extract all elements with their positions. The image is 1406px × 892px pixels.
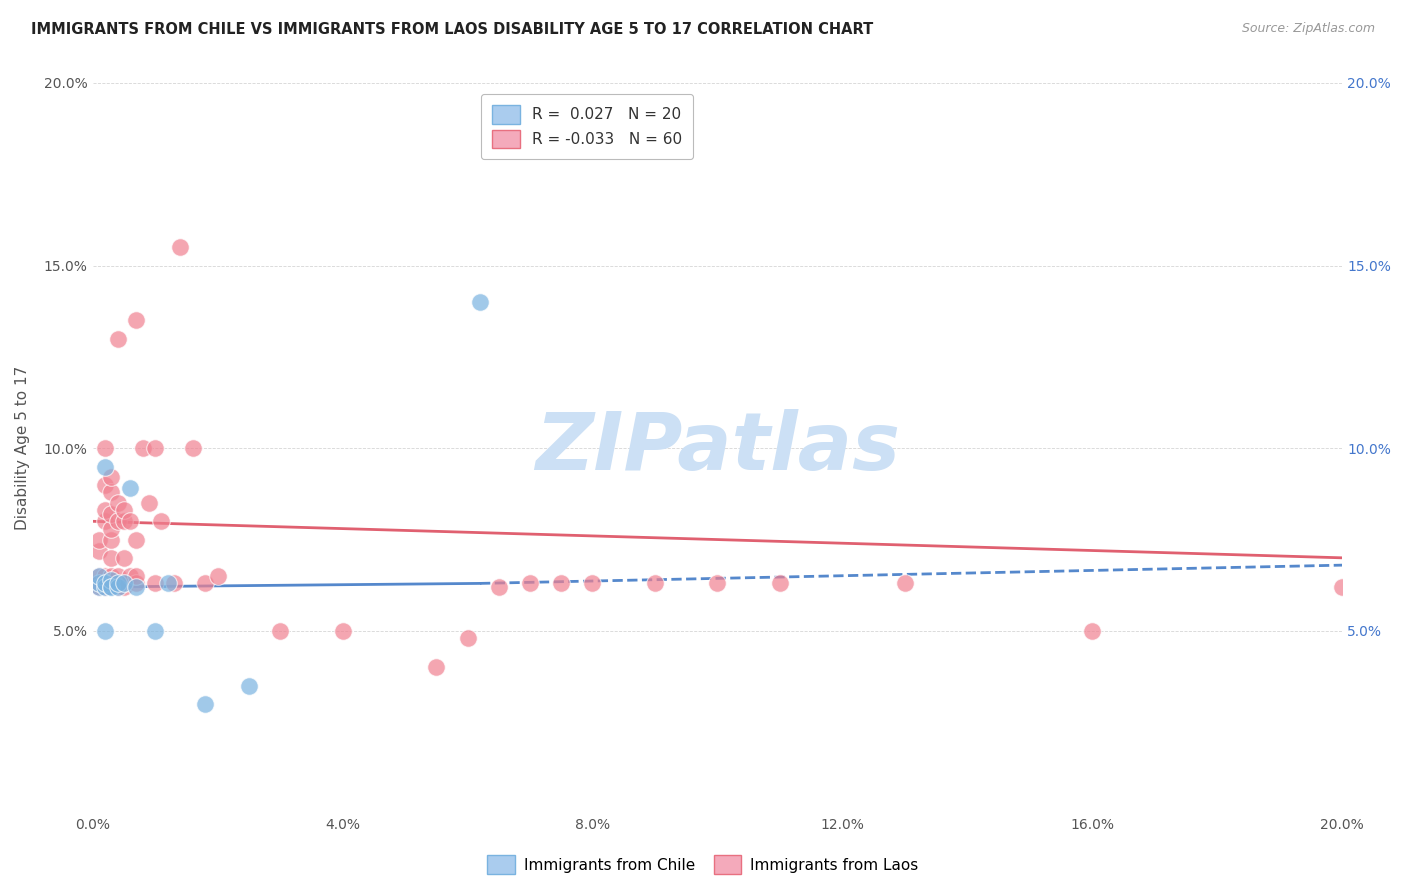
Point	[107, 332, 129, 346]
Point	[120, 569, 142, 583]
Point	[107, 496, 129, 510]
Point	[112, 576, 135, 591]
Point	[581, 576, 603, 591]
Point	[1331, 580, 1354, 594]
Point	[125, 533, 148, 547]
Legend: R =  0.027   N = 20, R = -0.033   N = 60: R = 0.027 N = 20, R = -0.033 N = 60	[481, 95, 693, 159]
Point	[94, 624, 117, 638]
Point	[100, 569, 122, 583]
Point	[100, 550, 122, 565]
Point	[706, 576, 728, 591]
Point	[112, 580, 135, 594]
Text: Source: ZipAtlas.com: Source: ZipAtlas.com	[1241, 22, 1375, 36]
Point	[100, 576, 122, 591]
Point	[112, 576, 135, 591]
Point	[156, 576, 179, 591]
Point	[94, 576, 117, 591]
Point	[87, 576, 110, 591]
Point	[207, 569, 229, 583]
Point	[138, 496, 160, 510]
Point	[100, 485, 122, 500]
Point	[94, 477, 117, 491]
Point	[112, 550, 135, 565]
Point	[94, 569, 117, 583]
Point	[143, 576, 166, 591]
Point	[107, 580, 129, 594]
Point	[87, 569, 110, 583]
Point	[468, 295, 491, 310]
Point	[87, 569, 110, 583]
Point	[120, 514, 142, 528]
Point	[87, 580, 110, 594]
Point	[181, 442, 204, 456]
Y-axis label: Disability Age 5 to 17: Disability Age 5 to 17	[15, 366, 30, 531]
Point	[120, 482, 142, 496]
Point	[100, 522, 122, 536]
Legend: Immigrants from Chile, Immigrants from Laos: Immigrants from Chile, Immigrants from L…	[481, 849, 925, 880]
Point	[125, 313, 148, 327]
Point	[94, 442, 117, 456]
Point	[94, 580, 117, 594]
Point	[1081, 624, 1104, 638]
Point	[143, 442, 166, 456]
Point	[150, 514, 173, 528]
Point	[194, 697, 217, 711]
Point	[644, 576, 666, 591]
Point	[131, 442, 153, 456]
Point	[94, 514, 117, 528]
Point	[107, 514, 129, 528]
Point	[125, 580, 148, 594]
Point	[100, 470, 122, 484]
Point	[550, 576, 572, 591]
Point	[100, 533, 122, 547]
Point	[107, 576, 129, 591]
Point	[769, 576, 792, 591]
Point	[143, 624, 166, 638]
Point	[94, 576, 117, 591]
Point	[87, 533, 110, 547]
Point	[100, 507, 122, 521]
Point	[100, 580, 122, 594]
Point	[87, 576, 110, 591]
Point	[894, 576, 917, 591]
Point	[100, 573, 122, 587]
Point	[125, 576, 148, 591]
Point	[112, 503, 135, 517]
Point	[87, 543, 110, 558]
Point	[163, 576, 186, 591]
Point	[87, 580, 110, 594]
Point	[457, 631, 479, 645]
Point	[488, 580, 510, 594]
Point	[107, 580, 129, 594]
Point	[169, 240, 191, 254]
Point	[425, 660, 447, 674]
Point	[519, 576, 541, 591]
Point	[112, 514, 135, 528]
Point	[94, 459, 117, 474]
Point	[100, 580, 122, 594]
Point	[238, 679, 260, 693]
Point	[269, 624, 291, 638]
Point	[94, 580, 117, 594]
Point	[125, 569, 148, 583]
Text: ZIPatlas: ZIPatlas	[534, 409, 900, 487]
Text: IMMIGRANTS FROM CHILE VS IMMIGRANTS FROM LAOS DISABILITY AGE 5 TO 17 CORRELATION: IMMIGRANTS FROM CHILE VS IMMIGRANTS FROM…	[31, 22, 873, 37]
Point	[94, 503, 117, 517]
Point	[107, 569, 129, 583]
Point	[332, 624, 354, 638]
Point	[194, 576, 217, 591]
